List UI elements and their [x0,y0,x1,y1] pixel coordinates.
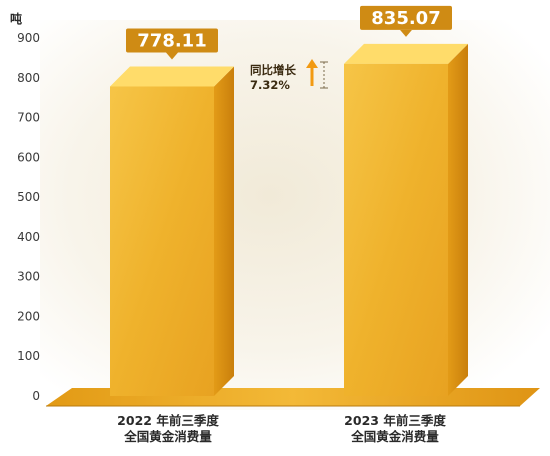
x-category-label: 全国黄金消费量 [123,429,212,444]
bar-group: 835.07 [344,5,468,397]
value-label-pointer [400,29,412,37]
y-tick-label: 700 [17,111,40,125]
y-tick-label: 100 [17,349,40,363]
y-tick-label: 900 [17,31,40,45]
value-label: 778.11 [137,30,206,51]
y-tick-label: 400 [17,230,40,244]
bar [110,86,214,396]
value-label-box [126,28,218,53]
bar [344,63,448,397]
y-tick-label: 0 [32,389,40,403]
bars: 778.11 835.07 [110,5,468,397]
value-label-box [360,5,452,30]
growth-arrow-icon [306,59,318,68]
growth-label: 同比增长 [250,63,296,77]
y-axis-unit-label: 吨 [10,11,22,26]
x-category-label: 全国黄金消费量 [350,429,439,444]
y-tick-label: 600 [17,150,40,164]
bar-side [448,43,468,397]
y-axis: 0 100 200 300 400 500 600 700 800 900 [17,31,40,403]
x-category-label: 2022 年前三季度 [117,413,219,428]
bar-group: 778.11 [110,28,234,396]
y-tick-label: 300 [17,270,40,284]
y-tick-label: 800 [17,71,40,85]
y-tick-label: 500 [17,190,40,204]
value-label-pointer [166,52,178,60]
bar-top [344,43,468,64]
x-category-label: 2023 年前三季度 [344,413,446,428]
growth-value: 7.32% [250,78,290,92]
bar-side [214,66,234,396]
y-tick-label: 200 [17,309,40,323]
bar-top [110,66,234,87]
value-label: 835.07 [371,8,440,29]
